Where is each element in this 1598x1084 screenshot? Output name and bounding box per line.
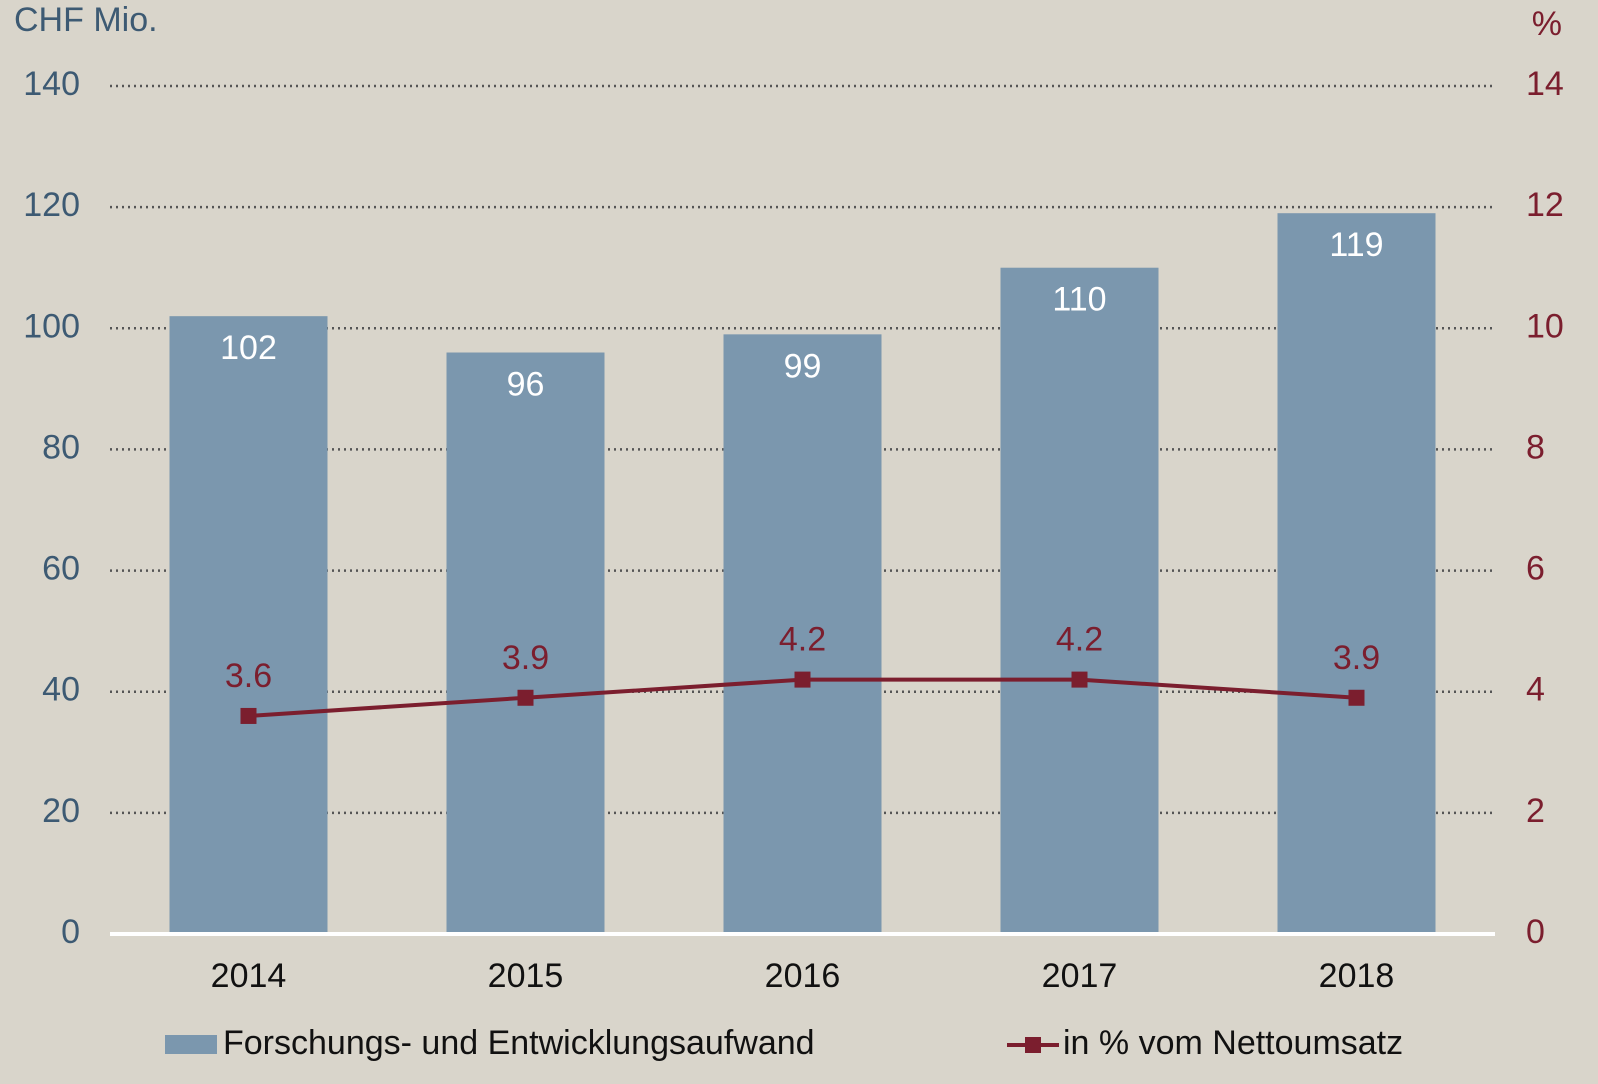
bar — [723, 334, 882, 934]
y-tick-label: 20 — [42, 792, 80, 830]
line-value-label: 3.6 — [225, 657, 272, 695]
x-tick-label: 2017 — [1042, 957, 1118, 995]
y2-tick-label: 2 — [1526, 792, 1545, 830]
legend-swatch — [165, 1035, 217, 1054]
line-marker — [517, 689, 534, 706]
line-value-label: 3.9 — [1333, 639, 1380, 677]
y2-axis-label: % — [1532, 5, 1562, 43]
line-marker — [794, 671, 811, 688]
bar — [1277, 213, 1436, 934]
y2-tick-label: 6 — [1526, 550, 1545, 588]
legend-label: in % vom Nettoumsatz — [1063, 1024, 1403, 1062]
bar-value-label: 99 — [784, 347, 822, 385]
bar — [1000, 267, 1159, 934]
line-value-label: 3.9 — [502, 639, 549, 677]
y2-tick-label: 14 — [1526, 65, 1564, 103]
y-tick-label: 60 — [42, 550, 80, 588]
bar-value-label: 119 — [1329, 226, 1383, 264]
x-tick-label: 2016 — [765, 957, 841, 995]
x-tick-label: 2014 — [211, 957, 287, 995]
line-marker — [1071, 671, 1088, 688]
bar-value-label: 102 — [220, 329, 277, 367]
x-tick-label: 2018 — [1319, 957, 1395, 995]
y-tick-label: 140 — [23, 65, 80, 103]
y2-tick-label: 12 — [1526, 186, 1564, 224]
y-axis-label: CHF Mio. — [14, 1, 158, 39]
line-marker — [240, 707, 257, 724]
line-marker — [1348, 689, 1365, 706]
x-tick-label: 2015 — [488, 957, 564, 995]
y-tick-label: 120 — [23, 186, 80, 224]
legend-label: Forschungs- und Entwicklungsaufwand — [223, 1024, 815, 1062]
y-tick-label: 80 — [42, 428, 80, 466]
legend-swatch — [1025, 1037, 1041, 1053]
y2-tick-label: 0 — [1526, 913, 1545, 951]
bar-value-label: 96 — [507, 365, 545, 403]
bar — [446, 352, 605, 934]
y2-tick-label: 4 — [1526, 671, 1545, 709]
y2-tick-label: 10 — [1526, 307, 1564, 345]
y2-tick-label: 8 — [1526, 428, 1545, 466]
bar — [169, 316, 328, 935]
y-tick-label: 0 — [61, 913, 80, 951]
y-tick-label: 40 — [42, 671, 80, 709]
line-value-label: 4.2 — [779, 621, 826, 659]
y-tick-label: 100 — [23, 307, 80, 345]
bar-value-label: 110 — [1052, 281, 1106, 319]
line-value-label: 4.2 — [1056, 621, 1103, 659]
